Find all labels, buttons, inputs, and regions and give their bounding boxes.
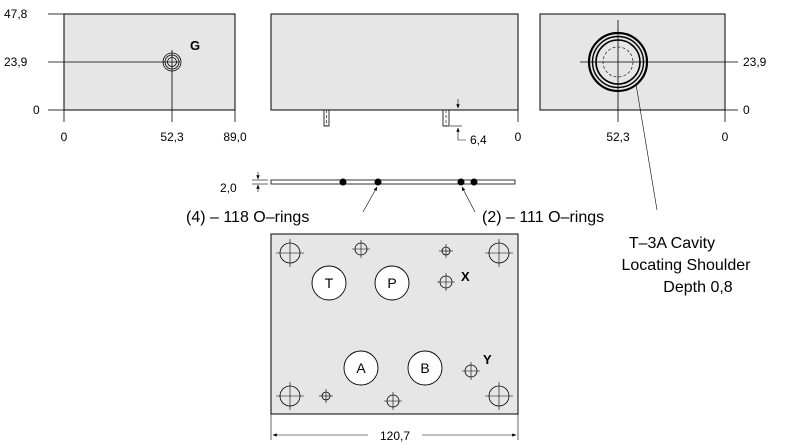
oring-111-leader [461, 186, 476, 213]
cavity-note-line1: T–3A Cavity [629, 235, 715, 252]
port-a-label: A [356, 360, 366, 376]
front-x-label-right: 89,0 [223, 130, 247, 144]
front-y-label-mid: 23,9 [4, 55, 28, 69]
gasket-view: 2,0 (4) – 118 O–rings (2) – 111 O–rings [186, 172, 604, 226]
cavity-bore-hidden [602, 46, 634, 78]
mount-hole-top-right [485, 239, 513, 267]
depth-leader [457, 137, 466, 141]
port-t-circle [311, 265, 347, 301]
oring-111-label: (2) – 111 O–rings [482, 209, 604, 226]
small-hole-bottom-center [384, 392, 402, 410]
middle-view: 6,4 0 [270, 13, 522, 147]
front-x-label-mid: 52,3 [160, 130, 184, 144]
y-port-label: Y [483, 352, 492, 367]
gauge-label: G [190, 38, 200, 53]
small-hole-bottom-left [319, 389, 333, 403]
port-t-label: T [325, 275, 334, 291]
cavity-note-line2: Locating Shoulder [622, 257, 752, 274]
bottom-plate-view: T P A B X Y 120,7 [270, 233, 519, 443]
gauge-port-mid [164, 54, 180, 70]
front-y-label-zero: 0 [33, 103, 40, 117]
small-hole-top-right [439, 244, 453, 258]
port-b-label: B [420, 360, 429, 376]
mount-hole-bottom-right [485, 382, 513, 410]
port-p-circle [374, 265, 410, 301]
oring-118-leader [362, 186, 378, 213]
oring-118-label: (4) – 118 O–rings [186, 209, 309, 226]
oring-dot-4 [470, 178, 478, 186]
right-view: 23,9 0 52,3 0 [539, 13, 767, 211]
front-x-label-zero: 0 [61, 130, 68, 144]
cavity-note: T–3A Cavity Locating Shoulder Depth 0,8 [622, 235, 752, 296]
middle-view-body [270, 13, 519, 111]
bottom-plate-body [270, 233, 519, 415]
cavity-shoulder-ring [595, 39, 641, 85]
width-label: 120,7 [380, 429, 410, 443]
right-y-label-mid: 23,9 [743, 55, 767, 69]
thickness-label: 2,0 [220, 181, 237, 195]
small-hole-x-port [437, 273, 455, 291]
right-y-label-zero: 0 [743, 103, 750, 117]
right-x-label-zero: 0 [722, 130, 729, 144]
mount-hole-top-left [276, 239, 304, 267]
right-x-label-mid: 52,3 [606, 130, 630, 144]
port-p-label: P [387, 275, 396, 291]
gauge-port-outer [162, 52, 182, 72]
mount-hole-bottom-left [276, 382, 304, 410]
small-hole-top-center [352, 240, 370, 258]
x-port-label: X [461, 269, 470, 284]
cavity-mid-ring [591, 35, 645, 89]
front-y-label-top: 47,8 [4, 7, 28, 21]
depth-label: 6,4 [470, 133, 487, 147]
port-a-circle [343, 350, 379, 386]
oring-dot-2 [374, 178, 382, 186]
cavity-outer-ring [587, 31, 649, 93]
gauge-port-inner [167, 57, 177, 67]
cavity-note-line3: Depth 0,8 [663, 279, 732, 296]
oring-dot-1 [339, 178, 347, 186]
small-hole-y-port [462, 362, 480, 380]
oring-dot-3 [457, 178, 465, 186]
port-b-circle [407, 350, 443, 386]
cavity-leader-line [635, 83, 658, 211]
front-view: G 47,8 23,9 0 0 52,3 89,0 [4, 7, 247, 144]
gasket-body [270, 179, 516, 185]
middle-x-label-zero: 0 [515, 130, 522, 144]
